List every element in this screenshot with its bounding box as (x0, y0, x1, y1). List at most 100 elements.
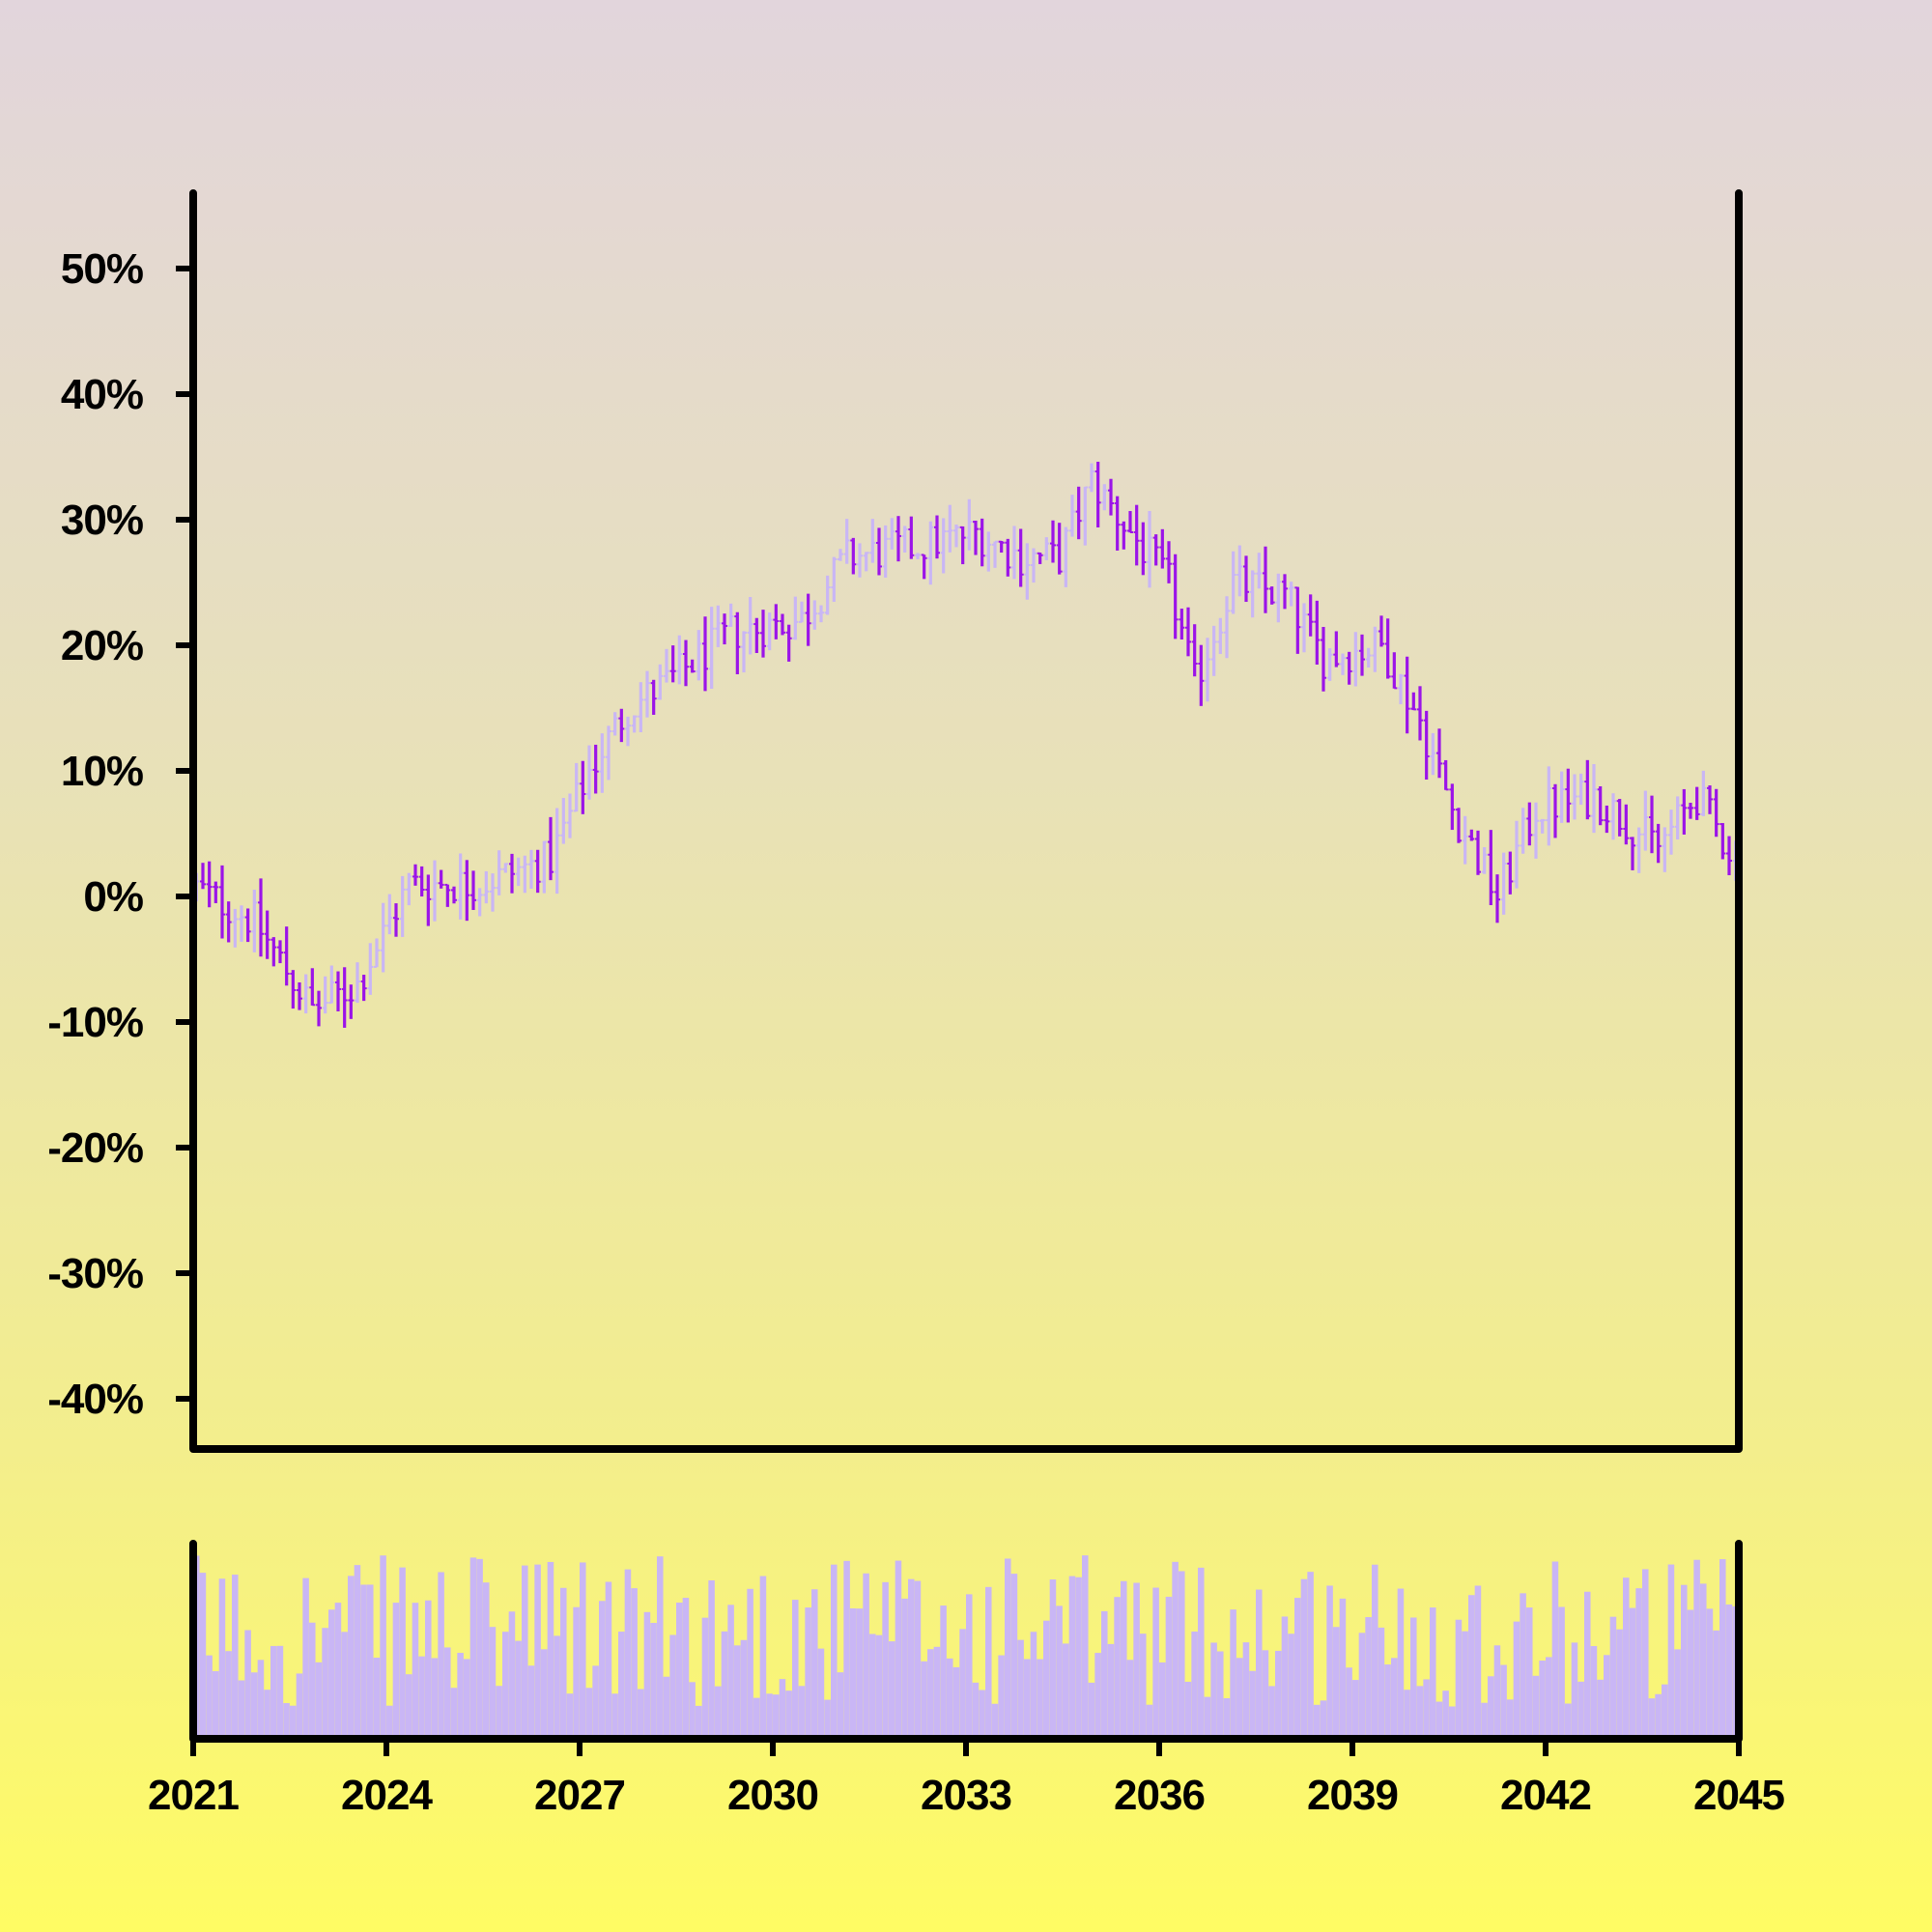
x-tick-label: 2030 (727, 1772, 818, 1819)
volume-bar (251, 1672, 258, 1735)
volume-bar (1223, 1698, 1231, 1735)
volume-bar (1372, 1564, 1378, 1735)
volume-bar (1546, 1657, 1552, 1735)
volume-bar (438, 1572, 444, 1735)
volume-bar (985, 1586, 992, 1735)
volume-bar (309, 1622, 316, 1735)
volume-bar (972, 1682, 980, 1735)
x-tick-label: 2039 (1307, 1772, 1398, 1819)
volume-bar (863, 1573, 869, 1735)
volume-bar (682, 1598, 690, 1735)
volume-bar (1642, 1569, 1649, 1735)
volume-bar (1423, 1679, 1430, 1735)
volume-bar (1513, 1621, 1520, 1735)
volume-bar (1159, 1662, 1166, 1735)
volume-bar (618, 1632, 625, 1735)
volume-bar (444, 1647, 451, 1735)
volume-bar (721, 1631, 728, 1735)
volume-bar (1410, 1617, 1417, 1735)
volume-bar (1068, 1576, 1076, 1735)
volume-bar (360, 1584, 367, 1735)
volume-bar (1133, 1582, 1140, 1735)
volume-bar (213, 1670, 219, 1735)
volume-bar (483, 1582, 490, 1735)
volume-bar (276, 1645, 284, 1735)
volume-bar (541, 1649, 548, 1735)
x-tick-label: 2021 (148, 1772, 239, 1819)
volume-bar (747, 1588, 753, 1735)
volume-bar (1352, 1680, 1359, 1735)
volume-bar (959, 1629, 966, 1735)
volume-bar (534, 1564, 541, 1735)
volume-bar (638, 1689, 644, 1735)
price-panel: -40% -30% -20% -10% 0% 10% 20% 30% 40% 50% (47, 189, 1743, 1453)
volume-bar (1404, 1690, 1410, 1735)
volume-bar (1063, 1643, 1069, 1735)
volume-bar (869, 1634, 876, 1735)
volume-bar (1101, 1610, 1108, 1735)
volume-bar (734, 1645, 741, 1735)
volume-bars (193, 1555, 1739, 1735)
volume-bar (1140, 1634, 1147, 1735)
volume-bar (425, 1600, 432, 1735)
volume-bar (952, 1666, 960, 1735)
volume-bar (585, 1688, 593, 1735)
volume-bar (1604, 1655, 1610, 1735)
volume-bar (979, 1690, 985, 1735)
y-tick-label: -20% (47, 1124, 143, 1172)
volume-bar (1262, 1650, 1269, 1735)
volume-bar (1681, 1584, 1688, 1735)
volume-bar (1249, 1670, 1256, 1735)
volume-bar (1391, 1658, 1398, 1735)
y-tick-label: 30% (61, 497, 143, 544)
volume-bar (522, 1565, 528, 1735)
volume-bar (1288, 1634, 1294, 1735)
volume-bar (947, 1658, 953, 1735)
volume-bar (676, 1603, 683, 1735)
volume-bar (1551, 1561, 1559, 1735)
volume-bar (1488, 1676, 1494, 1735)
volume-bar (759, 1576, 767, 1735)
volume-bar (1590, 1645, 1598, 1735)
volume-bar (1230, 1609, 1236, 1735)
volume-bar (643, 1611, 651, 1735)
x-tick-label: 2036 (1114, 1772, 1205, 1819)
volume-bar (1462, 1631, 1468, 1735)
volume-bar (469, 1557, 477, 1735)
volume-bar (1667, 1564, 1675, 1735)
volume-bar (882, 1581, 889, 1735)
volume-bar (1577, 1681, 1584, 1735)
volume-bar (1442, 1690, 1449, 1735)
volume-bar (1358, 1633, 1366, 1735)
volume-bar (708, 1579, 715, 1735)
volume-bar (1017, 1639, 1024, 1735)
x-axis: 2021 2024 2027 2030 2033 2036 2039 2042 2045 (148, 1739, 1785, 1819)
volume-bar (1165, 1596, 1173, 1735)
volume-bar (1520, 1593, 1526, 1735)
y-tick-label: 50% (61, 245, 143, 293)
volume-bar (1474, 1585, 1482, 1735)
volume-bar (1662, 1684, 1668, 1735)
volume-bar (1339, 1598, 1347, 1735)
volume-bar (701, 1617, 709, 1735)
volume-bar (206, 1655, 213, 1735)
volume-bar (715, 1686, 722, 1735)
volume-bar (1005, 1558, 1011, 1735)
volume-bar (315, 1662, 323, 1735)
y-axis: -40% -30% -20% -10% 0% 10% 20% 30% 40% 50% (47, 245, 193, 1423)
volume-bar (457, 1653, 464, 1735)
volume-bar (244, 1630, 251, 1735)
volume-bar (1314, 1704, 1321, 1735)
volume-bar (592, 1665, 599, 1735)
volume-bar (831, 1564, 838, 1735)
y-tick-label: -10% (47, 999, 143, 1046)
volume-bar (1094, 1653, 1101, 1735)
volume-bar (1172, 1561, 1179, 1735)
y-tick-label: 0% (83, 873, 143, 921)
volume-bar (1378, 1627, 1385, 1735)
volume-bar (1010, 1574, 1018, 1735)
volume-bar (399, 1567, 406, 1735)
volume-bar (560, 1587, 567, 1735)
volume-bar (1635, 1588, 1642, 1735)
